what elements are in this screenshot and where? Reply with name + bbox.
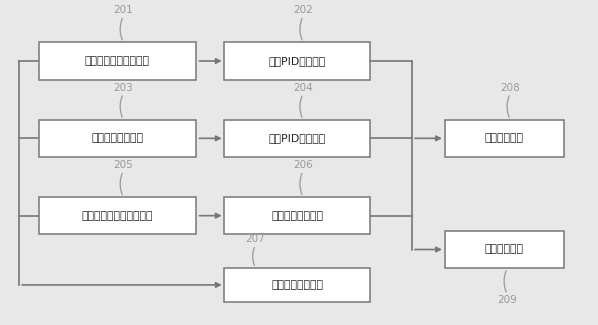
Text: 热源确定及距离获取单元: 热源确定及距离获取单元 — [82, 211, 153, 221]
Text: 盘温PID运算单元: 盘温PID运算单元 — [269, 133, 326, 143]
Bar — [224, 268, 370, 302]
Text: 第一控制单元: 第一控制单元 — [485, 133, 524, 143]
Text: 203: 203 — [114, 83, 133, 93]
Text: 206: 206 — [293, 160, 313, 170]
Text: 208: 208 — [501, 83, 520, 93]
Text: 209: 209 — [498, 295, 517, 305]
Text: 室温PID运算单元: 室温PID运算单元 — [269, 56, 326, 66]
Bar — [445, 120, 564, 157]
Bar — [39, 197, 196, 234]
Text: 室内环境温度获取单元: 室内环境温度获取单元 — [85, 56, 150, 66]
Bar — [224, 43, 370, 80]
Text: 204: 204 — [293, 83, 313, 93]
Bar — [445, 231, 564, 268]
Text: 201: 201 — [114, 5, 133, 15]
Text: 202: 202 — [293, 5, 313, 15]
Text: 第二频率获取单元: 第二频率获取单元 — [271, 211, 323, 221]
Text: 盘管温度获取单元: 盘管温度获取单元 — [91, 133, 144, 143]
Bar — [224, 120, 370, 157]
Bar — [224, 197, 370, 234]
Text: 207: 207 — [246, 234, 266, 244]
Bar — [39, 43, 196, 80]
Bar — [39, 120, 196, 157]
Text: 控制模式选择单元: 控制模式选择单元 — [271, 280, 323, 290]
Text: 第二控制单元: 第二控制单元 — [485, 244, 524, 254]
Text: 205: 205 — [114, 160, 133, 170]
